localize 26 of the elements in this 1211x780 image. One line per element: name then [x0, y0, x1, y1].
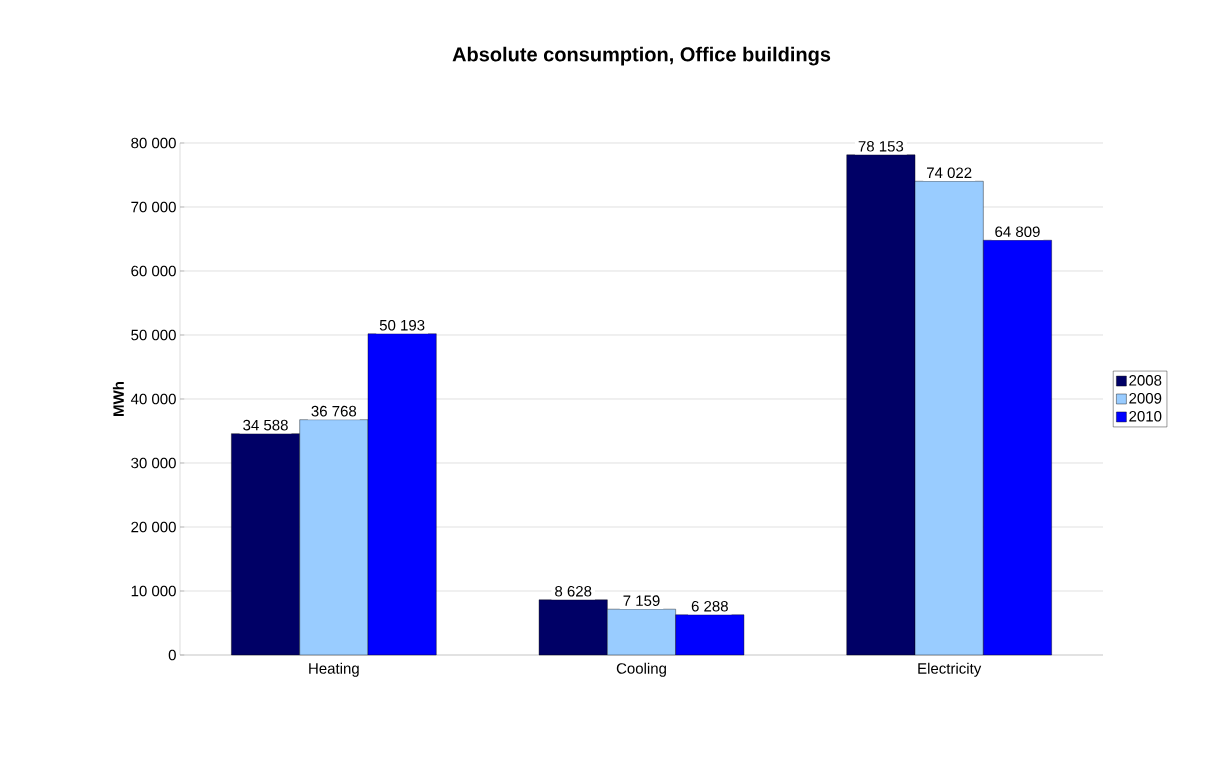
y-tick-label: 0: [168, 649, 176, 661]
x-tick-label: Electricity: [918, 662, 982, 677]
data-label: 50 193: [379, 319, 425, 331]
legend-label: 2008: [1129, 375, 1162, 386]
y-tick-label: 10 000: [131, 585, 176, 597]
chart-title: Absolute consumption, Office buildings: [452, 46, 831, 66]
y-tick-label: 30 000: [131, 457, 176, 469]
y-tick-label: 70 000: [131, 201, 176, 213]
legend-label: 2009: [1129, 393, 1162, 404]
data-label: 6 288: [691, 600, 728, 612]
y-tick-label: 60 000: [131, 265, 176, 277]
y-tick-label: 40 000: [130, 393, 176, 405]
legend-label: 2010: [1129, 410, 1162, 422]
data-label: 78 153: [858, 141, 904, 152]
data-label: 36 768: [311, 405, 357, 417]
y-tick-label: 50 000: [131, 329, 176, 341]
data-label: 8 628: [555, 585, 592, 597]
data-label: 74 022: [927, 167, 972, 179]
y-tick-label: 20 000: [131, 521, 176, 533]
data-label: 64 809: [995, 226, 1040, 238]
y-axis-title: MWh: [112, 382, 124, 416]
data-label: 34 588: [243, 419, 288, 431]
x-tick-label: Cooling: [616, 662, 666, 677]
data-label: 7 159: [623, 595, 660, 606]
x-tick-label: Heating: [309, 662, 359, 677]
y-tick-label: 80 000: [131, 137, 176, 149]
